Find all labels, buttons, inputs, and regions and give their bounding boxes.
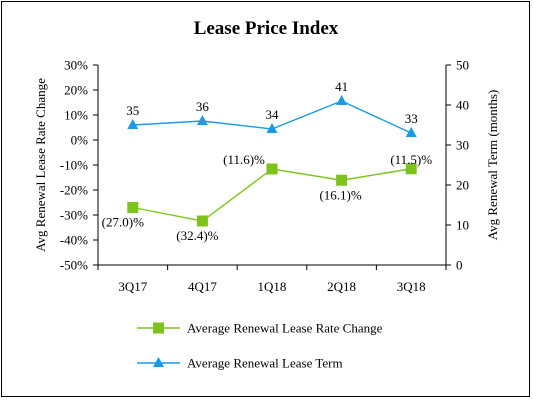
chart-title: Lease Price Index (194, 18, 339, 39)
legend-triangle-marker (153, 357, 164, 367)
left-tick-label: 0% (71, 133, 89, 148)
x-tick-label: 3Q17 (118, 279, 147, 294)
right-tick-label: 40 (456, 98, 469, 113)
right-tick-label: 50 (456, 58, 469, 73)
left-tick-label: -30% (60, 208, 88, 223)
left-tick-label: -50% (60, 258, 88, 273)
right-tick-label: 10 (456, 218, 469, 233)
x-tick-label: 1Q18 (258, 279, 287, 294)
x-tick-label: 2Q18 (327, 279, 356, 294)
lease-term-marker (266, 123, 278, 133)
rate-change-label: (11.6)% (223, 152, 265, 167)
right-tick-label: 30 (456, 138, 469, 153)
left-axis-title: Avg Renewal Lease Rate Change (33, 78, 48, 252)
legend: Average Renewal Lease Rate Change Average… (137, 321, 383, 371)
left-tick-label: -20% (60, 183, 88, 198)
lease-term-marker (196, 115, 208, 125)
lease-term-label: 33 (405, 111, 418, 126)
lease-term-label: 35 (126, 103, 139, 118)
lease-term-marker (336, 95, 348, 105)
left-tick-label: 30% (64, 58, 88, 73)
left-axis-ticks: -50% -40% -30% -20% -10% 0% 10% 20% 30% (60, 58, 98, 273)
left-tick-label: -40% (60, 233, 88, 248)
rate-change-marker (127, 202, 139, 213)
x-axis-ticks: 3Q17 4Q17 1Q18 2Q18 3Q18 (97, 265, 447, 294)
lease-term-label: 36 (196, 99, 210, 114)
x-tick-label: 4Q17 (188, 279, 217, 294)
rate-change-label: (16.1)% (319, 187, 361, 202)
x-tick-label: 3Q18 (397, 279, 426, 294)
rate-change-marker (266, 163, 278, 175)
left-tick-label: 10% (64, 108, 88, 123)
lease-term-marker (405, 127, 417, 137)
lease-term-label: 41 (335, 79, 348, 94)
rate-change-label: (32.4)% (176, 228, 218, 243)
rate-change-label: (27.0)% (102, 215, 144, 230)
rate-change-marker (196, 215, 208, 227)
data-labels: (27.0)% (32.4)% (11.6)% (16.1)% (11.5)% 35 36 3… (102, 79, 433, 243)
legend-entry-label: Average Renewal Lease Term (187, 356, 343, 371)
lease-term-label: 34 (266, 107, 280, 122)
rate-change-marker (336, 174, 348, 186)
right-tick-label: 20 (456, 178, 469, 193)
right-tick-label: 0 (456, 258, 463, 273)
left-tick-label: 20% (64, 83, 88, 98)
right-axis-ticks: 0 10 20 30 40 50 (446, 58, 469, 273)
legend-square-marker (153, 322, 164, 334)
rate-change-label: (11.5)% (390, 152, 432, 167)
legend-entry-label: Average Renewal Lease Rate Change (187, 321, 383, 336)
rate-change-marker (405, 163, 417, 175)
green-series-line (132, 168, 412, 222)
right-axis-title: Avg Renewal Term (months) (485, 90, 500, 241)
lease-term-marker (127, 119, 139, 129)
series-layer (127, 95, 417, 227)
left-tick-label: -10% (60, 158, 88, 173)
